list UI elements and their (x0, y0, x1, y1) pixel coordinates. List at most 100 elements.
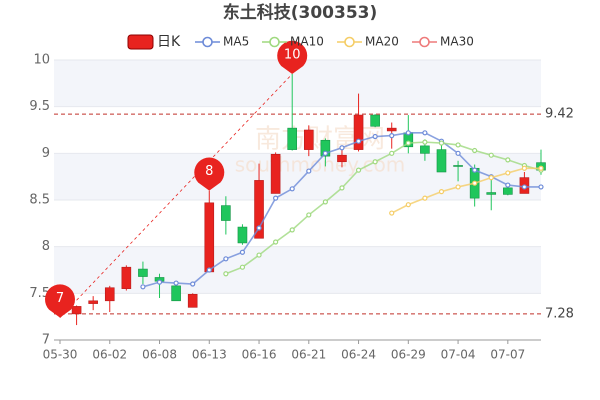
legend-swatch (127, 34, 154, 50)
candle-body (420, 145, 430, 154)
y-tick-label: 7 (42, 333, 50, 348)
ma-point (488, 152, 494, 158)
candle-body (187, 293, 198, 308)
ma-point (389, 150, 395, 156)
ma-point (190, 281, 196, 287)
candle-body (453, 165, 463, 167)
ma-point (389, 210, 395, 216)
ma-point (239, 264, 246, 270)
ma-point (405, 140, 411, 146)
candle-body (287, 127, 298, 150)
ma-point (289, 227, 295, 233)
candle-body (503, 187, 513, 195)
y-tick-label: 9 (42, 146, 50, 161)
ma-point (372, 159, 378, 165)
legend-dot (269, 36, 280, 48)
ma-point (223, 256, 229, 262)
y-tick-label: 9.5 (29, 99, 50, 114)
candle-body (171, 285, 181, 302)
ma-point (455, 184, 461, 190)
pin-shape (45, 284, 75, 318)
legend-label: 日K (157, 34, 181, 50)
ma-point (422, 130, 428, 136)
ma-point (355, 138, 362, 144)
band (54, 153, 541, 200)
ma-point (140, 284, 146, 290)
ma-point (405, 130, 411, 136)
ma-line (391, 167, 541, 214)
candle-body (204, 202, 215, 273)
legend-dot (344, 36, 355, 48)
watermark: southmoney.com (235, 153, 406, 177)
ma-point (355, 167, 362, 173)
ma-point (521, 165, 528, 171)
pin-shape (194, 157, 225, 191)
candle-body (486, 192, 497, 195)
reference-label: 9.42 (545, 107, 574, 122)
x-tick-label: 06-29 (391, 348, 426, 362)
candle-body (88, 300, 98, 304)
ma-point (273, 195, 279, 201)
x-tick-label: 06-24 (341, 348, 376, 362)
candle-body (71, 306, 82, 315)
trend-line (59, 73, 293, 318)
y-tick-label: 8.5 (29, 193, 50, 208)
ma-point (488, 175, 494, 181)
y-tick-label: 7.5 (29, 286, 50, 301)
reference-label: 7.28 (545, 306, 574, 321)
legend-label: MA10 (290, 35, 324, 49)
x-tick-label: 07-04 (441, 348, 476, 362)
candle-body (221, 205, 231, 221)
candle-body (436, 149, 447, 173)
legend-label: MA30 (440, 35, 474, 49)
ma-point (256, 252, 262, 258)
candle-body (370, 114, 380, 127)
ma-point (422, 195, 428, 201)
ma-point (472, 147, 478, 154)
pin-label: 8 (205, 164, 213, 179)
ma-point (239, 249, 246, 255)
ma-point (455, 142, 461, 148)
ma-point (322, 199, 328, 205)
candle-body (303, 129, 314, 150)
candle-body (320, 139, 331, 157)
ma-point (472, 167, 478, 173)
ma-point (206, 267, 212, 273)
ma-point (505, 170, 511, 176)
x-tick-label: 06-16 (242, 348, 277, 362)
ma-point (173, 280, 179, 286)
ma-point (521, 184, 528, 190)
ma-point (538, 184, 544, 190)
marker-pin: 10 (277, 40, 308, 74)
ma-point (339, 185, 345, 191)
ma-point (438, 140, 445, 146)
candle-body (353, 114, 364, 150)
candle-body (386, 127, 397, 132)
x-tick-label: 06-21 (291, 348, 326, 362)
x-tick-label: 05-30 (43, 348, 78, 362)
pin-label: 10 (284, 48, 301, 63)
candle-body (270, 153, 281, 194)
ma-point (505, 182, 511, 188)
ma-point (322, 150, 328, 156)
ma-point (538, 165, 544, 171)
candle-body (254, 180, 264, 239)
ma-point (422, 139, 428, 145)
marker-pin: 8 (194, 157, 225, 191)
ma-point (289, 186, 295, 192)
legend-dot (419, 36, 430, 48)
ma-point (405, 202, 411, 208)
x-tick-label: 06-02 (92, 348, 127, 362)
candle-body (121, 266, 132, 289)
ma-point (256, 225, 262, 231)
candle-body (104, 287, 115, 302)
ma-point (472, 180, 478, 186)
ma-point (455, 150, 461, 156)
candle-body (237, 226, 248, 244)
ma-point (156, 279, 163, 285)
candle-body (337, 154, 347, 163)
ma-line (225, 141, 542, 275)
legend-label: MA20 (365, 35, 399, 49)
x-tick-label: 06-08 (142, 348, 177, 362)
